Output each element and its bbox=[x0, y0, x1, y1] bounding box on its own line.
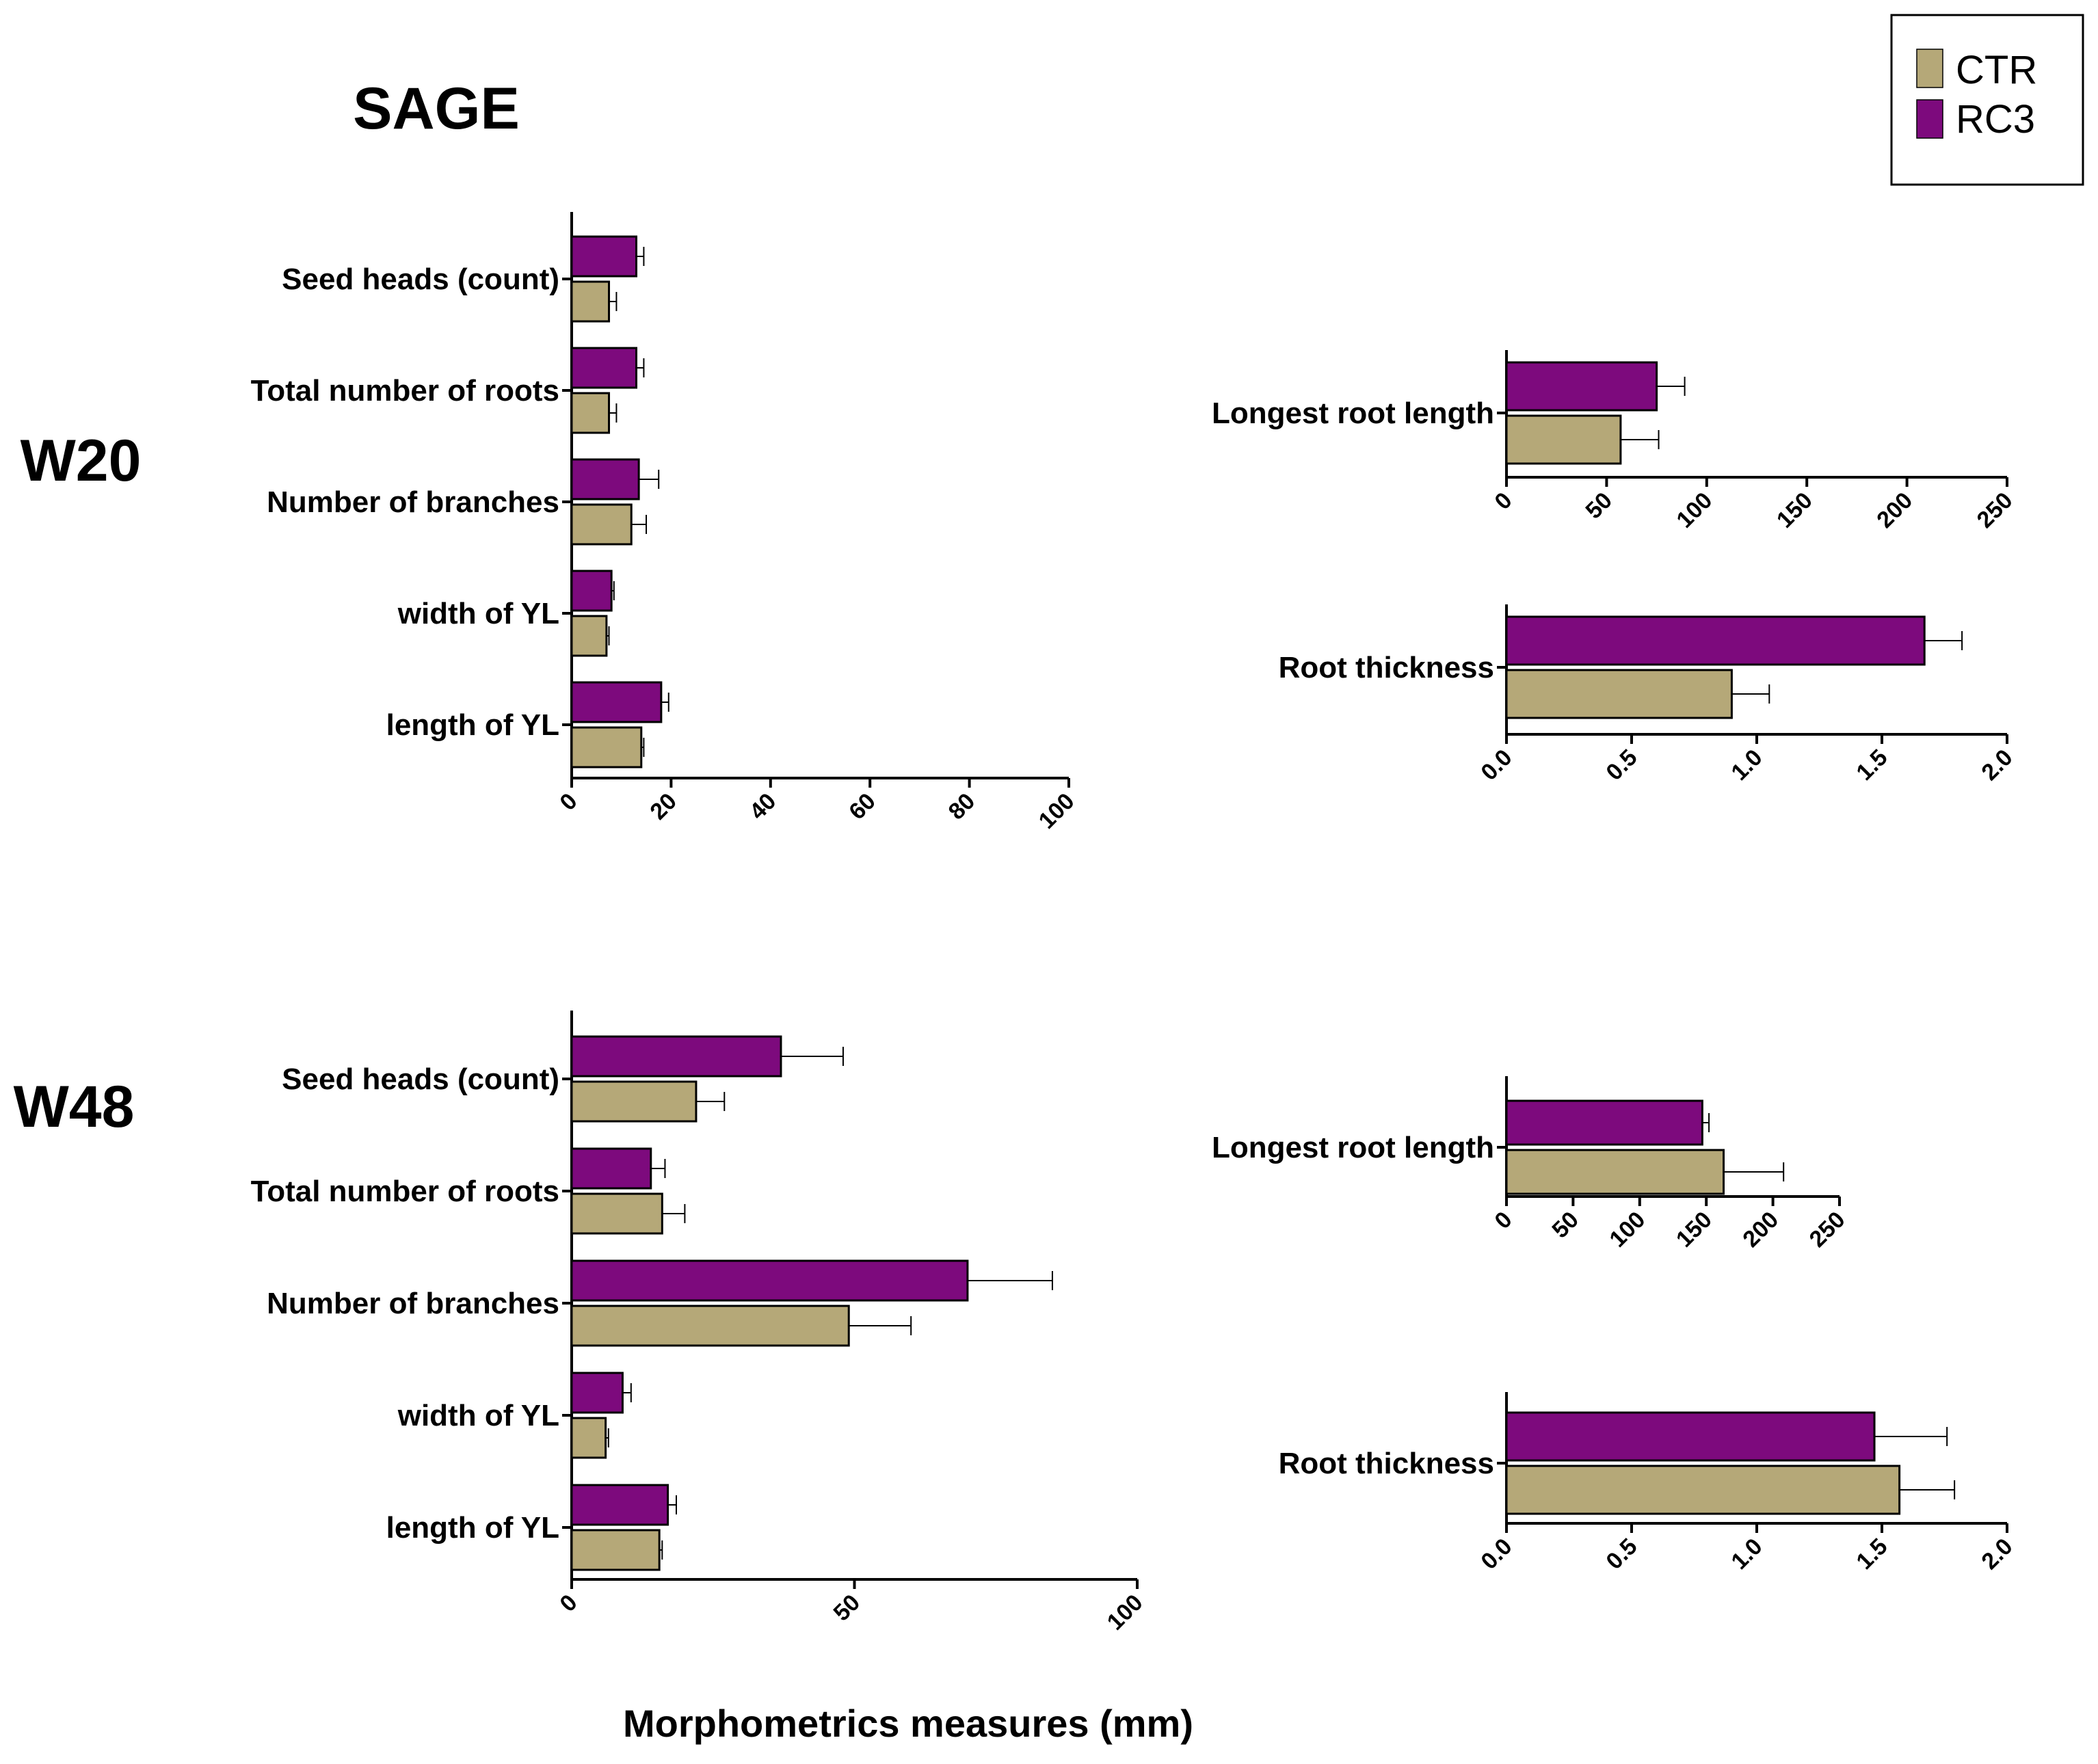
x-tick-label: 50 bbox=[1547, 1207, 1584, 1244]
x-tick-label: 80 bbox=[944, 788, 981, 825]
category-label: Longest root length bbox=[1212, 397, 1494, 430]
chart-panels: 0 20 40 60 80 100 Seed heads (count) Total numb… bbox=[251, 212, 2018, 1635]
bar-rc3 bbox=[570, 1147, 652, 1190]
x-tick-label: 0 bbox=[555, 788, 582, 816]
category-label: Number of branches bbox=[267, 485, 559, 519]
x-tick-label: 1.5 bbox=[1851, 745, 1892, 786]
x-tick-label: 0 bbox=[1489, 1207, 1517, 1234]
bar-ctr bbox=[570, 1305, 850, 1347]
panel-w20-main: 0 20 40 60 80 100 Seed heads (count) Total numb… bbox=[251, 212, 1080, 834]
bar-ctr bbox=[1505, 414, 1622, 465]
x-tick-label: 1.0 bbox=[1726, 1534, 1767, 1575]
figure-title: SAGE bbox=[353, 76, 520, 142]
x-tick-label: 0.0 bbox=[1476, 745, 1517, 786]
bar-rc3 bbox=[1505, 1099, 1703, 1146]
x-tick-label: 0.0 bbox=[1476, 1534, 1517, 1575]
category-label: width of YL bbox=[397, 1399, 559, 1432]
bar-ctr bbox=[570, 1529, 661, 1571]
panel-w20-thickness: 0.0 0.5 1.0 1.5 2.0 Root thickness bbox=[1279, 604, 2018, 786]
x-tick-label: 0 bbox=[555, 1590, 582, 1617]
x-tick-label: 0.5 bbox=[1601, 745, 1642, 786]
legend-swatch-rc3 bbox=[1916, 99, 1943, 139]
x-tick-label: 100 bbox=[1604, 1207, 1650, 1253]
category-label: Seed heads (count) bbox=[282, 263, 559, 296]
x-tick-label: 250 bbox=[1805, 1207, 1850, 1253]
bar-rc3 bbox=[570, 1484, 669, 1526]
bar-rc3 bbox=[1505, 615, 1926, 666]
category-label: Root thickness bbox=[1279, 1447, 1494, 1480]
bar-rc3 bbox=[570, 1259, 969, 1302]
bar-rc3 bbox=[570, 235, 638, 278]
x-tick-label: 150 bbox=[1671, 1207, 1717, 1253]
x-tick-label: 1.0 bbox=[1726, 745, 1767, 786]
bar-ctr bbox=[570, 615, 608, 657]
category-label: Total number of roots bbox=[251, 1175, 559, 1208]
x-tick-label: 1.5 bbox=[1851, 1534, 1892, 1575]
panel-w48-longest: 0 50 100 150 200 250 Longest root length bbox=[1212, 1076, 1850, 1253]
x-tick-label: 60 bbox=[844, 788, 881, 825]
bar-ctr bbox=[1505, 1465, 1901, 1515]
category-label: length of YL bbox=[386, 708, 559, 742]
x-tick-label: 50 bbox=[829, 1590, 866, 1627]
x-tick-label: 100 bbox=[1034, 788, 1080, 834]
legend: CTR RC3 bbox=[1890, 14, 2084, 186]
bar-rc3 bbox=[570, 347, 638, 389]
x-tick-label: 100 bbox=[1671, 487, 1717, 533]
x-tick-label: 200 bbox=[1872, 487, 1917, 533]
bar-rc3 bbox=[570, 570, 613, 612]
bar-rc3 bbox=[1505, 361, 1658, 412]
category-label: Number of branches bbox=[267, 1287, 559, 1320]
x-tick-label: 2.0 bbox=[1976, 1534, 2017, 1575]
x-tick-label: 2.0 bbox=[1976, 745, 2017, 786]
bar-rc3 bbox=[570, 681, 663, 723]
category-label: length of YL bbox=[386, 1511, 559, 1545]
x-tick-label: 0 bbox=[1489, 487, 1517, 515]
bar-ctr bbox=[570, 392, 611, 434]
category-label: Root thickness bbox=[1279, 651, 1494, 684]
category-label: width of YL bbox=[397, 597, 559, 630]
x-tick-label: 150 bbox=[1772, 487, 1818, 533]
bar-ctr bbox=[1505, 669, 1733, 719]
bar-ctr bbox=[570, 280, 611, 323]
panel-w48-main: 0 50 100 Seed heads (count) Total number of … bbox=[251, 1011, 1148, 1635]
category-label: Seed heads (count) bbox=[282, 1063, 559, 1096]
category-label: Total number of roots bbox=[251, 374, 559, 407]
bar-rc3 bbox=[570, 458, 640, 500]
legend-swatch-ctr bbox=[1916, 49, 1943, 88]
bar-ctr bbox=[570, 726, 643, 769]
bar-ctr bbox=[570, 503, 633, 546]
bar-ctr bbox=[570, 1080, 698, 1123]
bar-ctr bbox=[570, 1192, 663, 1235]
bar-rc3 bbox=[1505, 1411, 1876, 1462]
category-label: Longest root length bbox=[1212, 1131, 1494, 1164]
x-tick-label: 250 bbox=[1972, 487, 2018, 533]
legend-label-rc3: RC3 bbox=[1956, 97, 2035, 142]
legend-label-ctr: CTR bbox=[1956, 48, 2037, 92]
x-axis-title: Morphometrics measures (mm) bbox=[623, 1702, 1193, 1745]
row-label-w20: W20 bbox=[21, 428, 142, 494]
bar-rc3 bbox=[570, 1372, 624, 1414]
x-tick-label: 50 bbox=[1580, 487, 1617, 524]
x-tick-label: 20 bbox=[645, 788, 682, 825]
row-label-w48: W48 bbox=[14, 1074, 135, 1140]
bar-ctr bbox=[1505, 1149, 1725, 1195]
bar-ctr bbox=[570, 1417, 607, 1459]
panel-w20-longest: 0 50 100 150 200 250 Longest root length bbox=[1212, 350, 2018, 533]
x-tick-label: 200 bbox=[1738, 1207, 1783, 1253]
x-tick-label: 0.5 bbox=[1601, 1534, 1642, 1575]
x-tick-label: 100 bbox=[1102, 1590, 1148, 1635]
x-tick-label: 40 bbox=[745, 788, 782, 825]
bar-rc3 bbox=[570, 1035, 782, 1078]
panel-w48-thickness: 0.0 0.5 1.0 1.5 2.0 Root thickness bbox=[1279, 1392, 2018, 1575]
